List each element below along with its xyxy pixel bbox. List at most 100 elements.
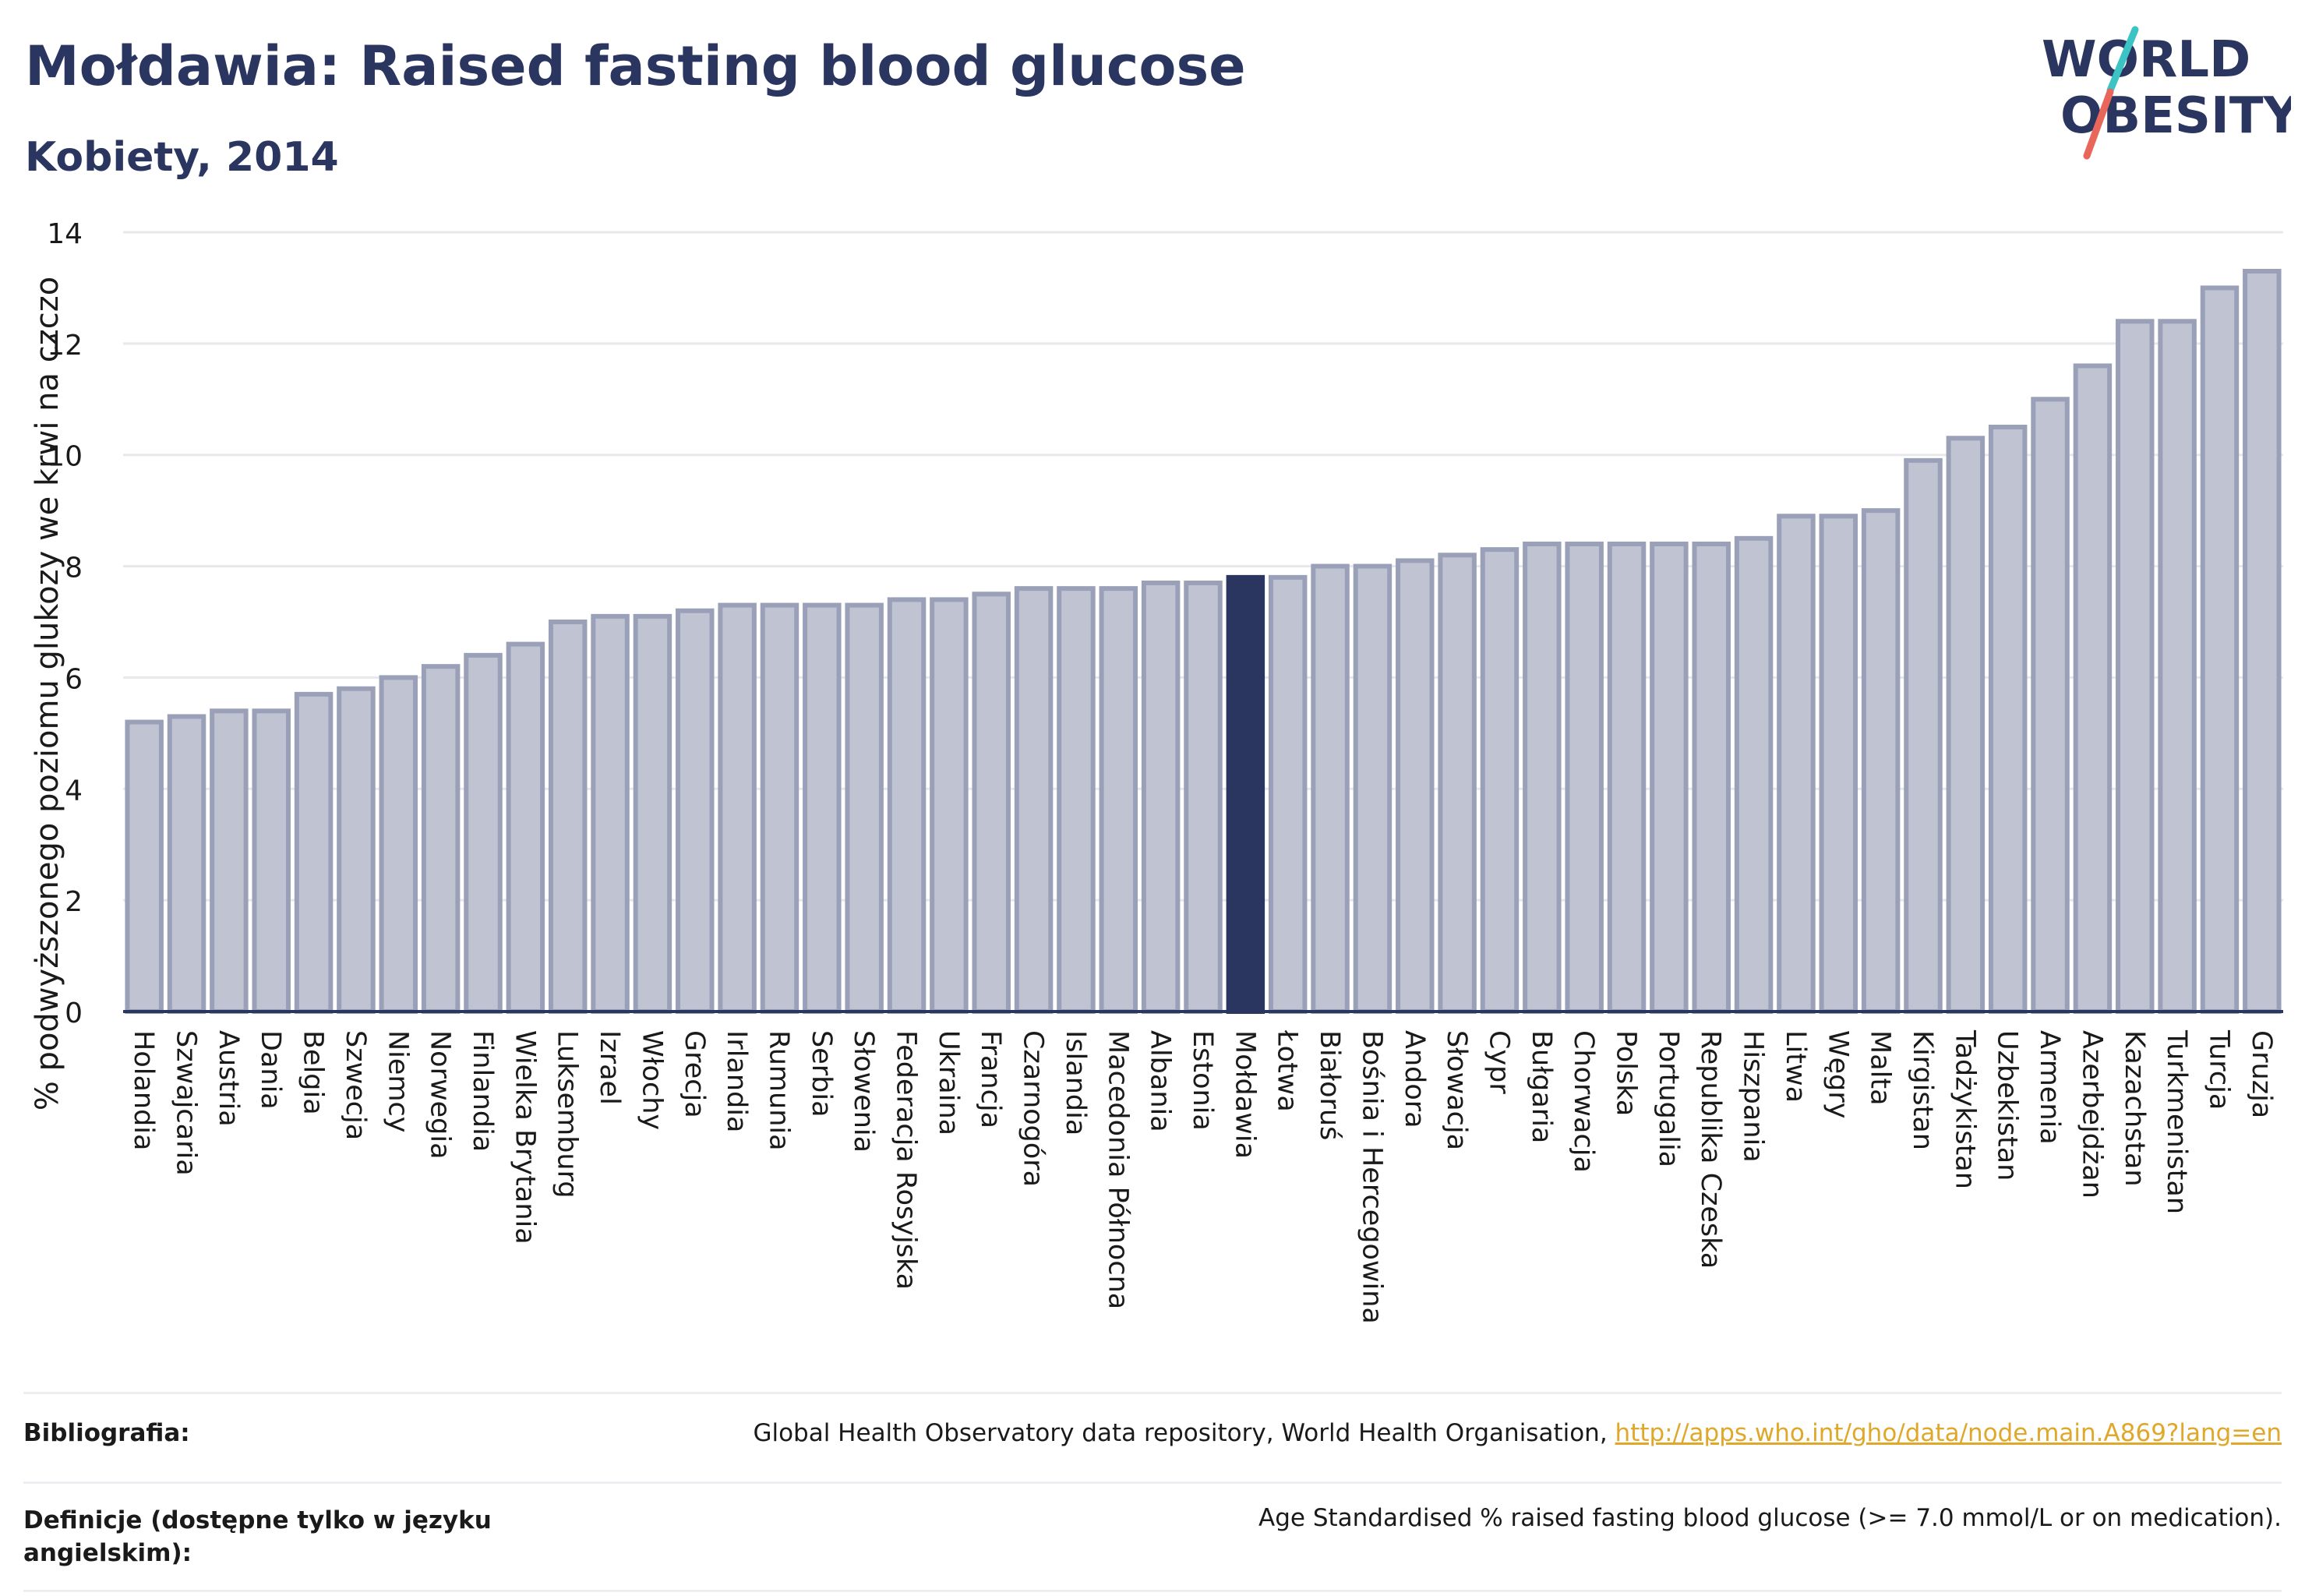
bar: [887, 597, 927, 1014]
x-tick-label: Szwajcaria: [171, 1030, 202, 1176]
x-tick-label: Francja: [975, 1030, 1006, 1128]
x-tick-label: Węgry: [1822, 1030, 1853, 1118]
y-axis-label: % podwyższonego poziomu glukozy we krwi …: [30, 277, 65, 1110]
logo-slash-coral: [2083, 88, 2114, 160]
y-tick-label: 14: [47, 218, 83, 250]
bar: [845, 602, 884, 1014]
bar: [421, 664, 461, 1015]
x-tick-label: Czarnogóra: [1018, 1030, 1049, 1187]
x-tick-label: Polska: [1611, 1030, 1642, 1116]
bar: [548, 620, 588, 1014]
definitions-label: Definicje (dostępne tylko w języku angie…: [23, 1506, 492, 1567]
x-tick-label: Irlandia: [721, 1030, 752, 1132]
x-tick-label: Dania: [255, 1030, 286, 1110]
world-obesity-logo: WORLD OBESITY: [2042, 26, 2291, 160]
bar: [1396, 558, 1435, 1014]
bar: [2073, 363, 2113, 1014]
x-tick-label: Albania: [1145, 1030, 1176, 1132]
x-tick-label: Republika Czeska: [1695, 1030, 1726, 1269]
y-tick-label: 10: [47, 441, 83, 473]
x-tick-label: Chorwacja: [1568, 1030, 1599, 1173]
bar: [167, 714, 206, 1015]
bar: [1819, 514, 1858, 1014]
bar: [760, 602, 800, 1014]
bar: [1438, 553, 1477, 1014]
x-tick-label: Andora: [1399, 1030, 1430, 1128]
bar: [2200, 285, 2240, 1014]
bar: [718, 602, 757, 1014]
bar-layer: [125, 269, 2282, 1015]
bar: [210, 708, 249, 1014]
axis-layer: 0 2 4 6 8 10 12 14 Holandia Szwajcaria Austria Dani…: [47, 218, 2283, 1324]
x-tick-label: Hiszpania: [1738, 1030, 1769, 1163]
y-tick-label: 4: [65, 775, 83, 807]
x-tick-label: Bośnia i Hercegowina: [1356, 1030, 1387, 1324]
bar: [2243, 269, 2282, 1014]
x-tick-label: Norwegia: [425, 1030, 456, 1160]
bar: [1099, 586, 1138, 1014]
bar: [1184, 581, 1223, 1014]
bar: [252, 708, 291, 1014]
x-tick-label: Wielka Brytania: [509, 1030, 540, 1245]
x-tick-label: Gruzja: [2246, 1030, 2277, 1118]
bar: [1353, 563, 1393, 1014]
bar: [1057, 586, 1096, 1014]
x-tick-label: Kirgistan: [1907, 1030, 1938, 1150]
bar: [633, 613, 672, 1014]
bar: [1692, 542, 1731, 1014]
bar: [379, 675, 418, 1015]
x-tick-label: Turkmenistan: [2161, 1029, 2192, 1214]
bar: [1904, 457, 1943, 1014]
footer: Bibliografia: Global Health Observatory …: [23, 1392, 2282, 1592]
bibliography-row: Bibliografia: Global Health Observatory …: [23, 1392, 2282, 1481]
bar: [294, 691, 334, 1014]
bar: [1607, 542, 1647, 1014]
x-tick-label: Ukraina: [933, 1030, 964, 1135]
x-tick-label: Islandia: [1060, 1030, 1091, 1135]
bar: [464, 652, 503, 1014]
x-tick-label: Malta: [1865, 1030, 1896, 1106]
bar: [2116, 319, 2155, 1014]
bar: [972, 591, 1011, 1014]
bar: [1480, 547, 1520, 1014]
x-tick-label: Federacja Rosyjska: [891, 1030, 922, 1290]
definitions-row: Definicje (dostępne tylko w języku angie…: [23, 1481, 2282, 1592]
page-title: Mołdawia: Raised fasting blood glucose: [25, 34, 1246, 98]
x-tick-label: Austria: [213, 1030, 244, 1127]
bibliography-value: Global Health Observatory data repositor…: [753, 1419, 2282, 1447]
bar: [1226, 574, 1265, 1014]
x-tick-label: Finlandia: [467, 1030, 498, 1152]
y-tick-label: 0: [65, 998, 83, 1029]
bibliography-link[interactable]: http://apps.who.int/gho/data/node.main.A…: [1615, 1419, 2282, 1447]
bibliography-label: Bibliografia:: [23, 1419, 190, 1447]
x-tick-label: Tadżykistan: [1949, 1029, 1980, 1189]
y-tick-label: 2: [65, 886, 83, 918]
x-tick-label: Słowacja: [1441, 1030, 1472, 1150]
bibliography-text: Global Health Observatory data repositor…: [753, 1419, 1615, 1447]
x-tick-label: Bułgaria: [1526, 1030, 1557, 1143]
x-tick-label: Serbia: [806, 1030, 837, 1118]
y-tick-label: 12: [47, 330, 83, 362]
x-tick-label: Kazachstan: [2119, 1030, 2150, 1187]
bar: [803, 602, 842, 1014]
x-tick-label: Belgia: [298, 1030, 329, 1115]
y-tick-label: 8: [65, 553, 83, 584]
x-tick-label: Izrael: [594, 1030, 625, 1105]
x-tick-label: Włochy: [636, 1030, 667, 1130]
x-tick-label: Cypr: [1483, 1030, 1514, 1094]
bar: [1141, 581, 1181, 1014]
page-subtitle: Kobiety, 2014: [25, 134, 339, 181]
definitions-value: Age Standardised % raised fasting blood …: [1258, 1504, 2282, 1532]
x-tick-label: Łotwa: [1272, 1029, 1303, 1112]
bar: [676, 608, 715, 1014]
bar: [930, 597, 969, 1014]
bar: [1734, 535, 1774, 1014]
bar: [2031, 397, 2070, 1014]
x-tick-label: Turcja: [2203, 1029, 2234, 1110]
x-tick-label: Holandia: [128, 1030, 159, 1150]
x-tick-label: Rumunia: [763, 1030, 794, 1151]
bar: [1777, 514, 1816, 1014]
logo-slash-teal: [2106, 26, 2139, 94]
bar: [1650, 542, 1689, 1014]
logo-line1: WORLD: [2042, 31, 2250, 89]
